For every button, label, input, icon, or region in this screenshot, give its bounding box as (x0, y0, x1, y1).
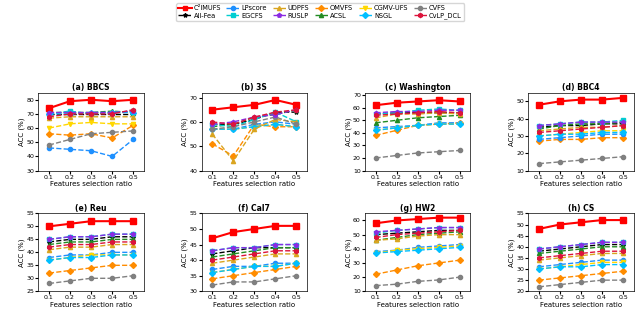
Title: (c) Washington: (c) Washington (385, 83, 451, 92)
X-axis label: Features selection ratio: Features selection ratio (376, 181, 459, 187)
X-axis label: Features selection ratio: Features selection ratio (540, 181, 622, 187)
Title: (d) BBC4: (d) BBC4 (562, 83, 600, 92)
X-axis label: Features selection ratio: Features selection ratio (213, 302, 296, 308)
Y-axis label: ACC (%): ACC (%) (19, 238, 25, 266)
Y-axis label: ACC (%): ACC (%) (508, 118, 515, 146)
Y-axis label: ACC (%): ACC (%) (345, 118, 351, 146)
Y-axis label: ACC (%): ACC (%) (182, 238, 188, 266)
Y-axis label: ACC (%): ACC (%) (182, 118, 188, 146)
X-axis label: Features selection ratio: Features selection ratio (50, 302, 132, 308)
Title: (e) Reu: (e) Reu (76, 204, 107, 213)
Title: (h) CS: (h) CS (568, 204, 594, 213)
X-axis label: Features selection ratio: Features selection ratio (376, 302, 459, 308)
Y-axis label: ACC (%): ACC (%) (19, 118, 25, 146)
Title: (b) 3S: (b) 3S (241, 83, 268, 92)
X-axis label: Features selection ratio: Features selection ratio (50, 181, 132, 187)
Title: (f) Cal7: (f) Cal7 (239, 204, 270, 213)
X-axis label: Features selection ratio: Features selection ratio (540, 302, 622, 308)
Legend: C²IMUFS, All-Fea, LPscore, EGCFS, UDPFS, RUSLP, OMVFS, ACSL, CGMV-UFS, NSGL, CVF: C²IMUFS, All-Fea, LPscore, EGCFS, UDPFS,… (176, 3, 464, 22)
Y-axis label: ACC (%): ACC (%) (508, 238, 515, 266)
Title: (g) HW2: (g) HW2 (400, 204, 435, 213)
Title: (a) BBCS: (a) BBCS (72, 83, 110, 92)
Y-axis label: ACC (%): ACC (%) (345, 238, 351, 266)
X-axis label: Features selection ratio: Features selection ratio (213, 181, 296, 187)
